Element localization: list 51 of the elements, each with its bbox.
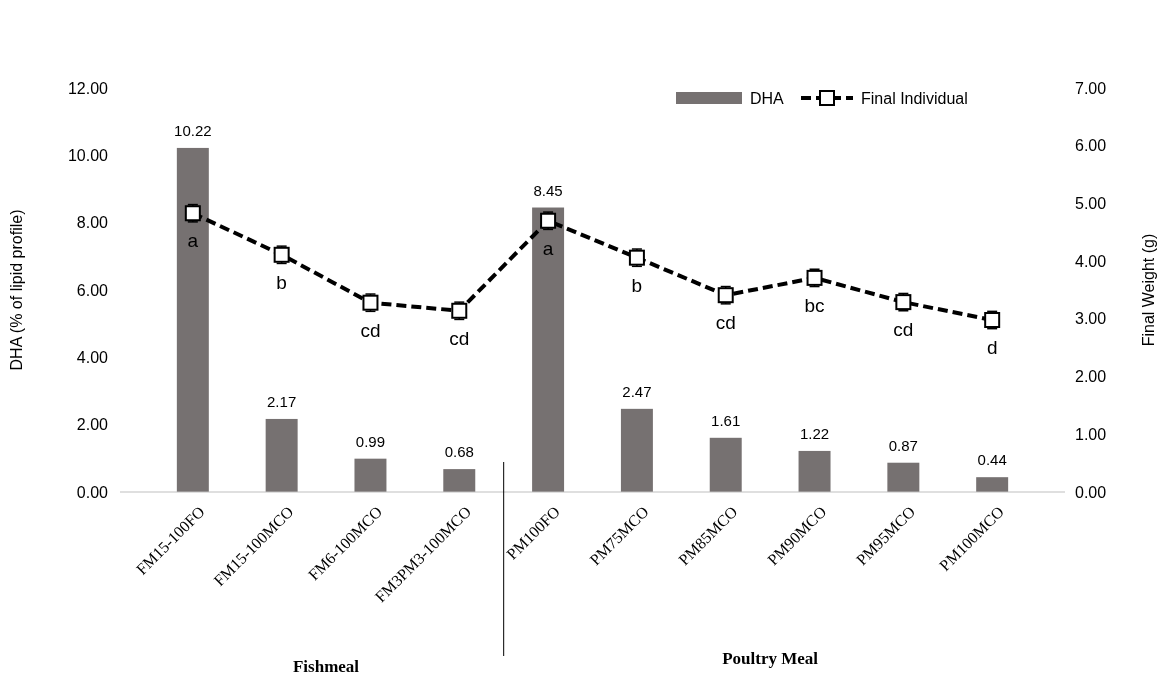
data-label: 2.17 bbox=[267, 392, 297, 410]
y-axis-title: DHA (% of lipid profile) bbox=[8, 209, 25, 371]
bar bbox=[887, 462, 920, 492]
legend-label: DHA bbox=[750, 89, 785, 107]
y2-tick-label: 2.00 bbox=[1075, 368, 1107, 386]
data-label: a bbox=[187, 230, 199, 252]
data-label: 10.22 bbox=[174, 121, 212, 139]
y2-tick-label: 0.00 bbox=[1075, 483, 1107, 501]
y-tick-label: 12.00 bbox=[67, 79, 109, 97]
data-label: 0.87 bbox=[888, 436, 918, 454]
text: Poultry Meal bbox=[722, 649, 819, 668]
data-label: bc bbox=[804, 294, 825, 316]
bar bbox=[709, 437, 742, 492]
data-label: cd bbox=[360, 319, 381, 341]
y-tick-label: 8.00 bbox=[76, 214, 109, 232]
bar bbox=[798, 450, 831, 492]
bar bbox=[443, 469, 476, 492]
bar bbox=[532, 207, 565, 492]
y-tick-label: 10.00 bbox=[67, 146, 109, 164]
legend-label: Final Individual bbox=[861, 89, 968, 107]
data-label: 2.47 bbox=[622, 382, 652, 400]
data-label: 0.99 bbox=[355, 432, 386, 450]
y2-tick-label: 3.00 bbox=[1075, 310, 1107, 328]
y-tick-label: 2.00 bbox=[76, 416, 109, 434]
bar bbox=[620, 408, 653, 492]
y2-tick-label: 4.00 bbox=[1075, 252, 1107, 270]
data-label: cd bbox=[893, 319, 914, 341]
data-label: d bbox=[986, 337, 998, 359]
bar bbox=[354, 458, 387, 492]
text: Fishmeal bbox=[293, 657, 360, 676]
y2-axis-title: Final Weight (g) bbox=[1140, 233, 1157, 347]
y2-tick-label: 1.00 bbox=[1075, 425, 1107, 443]
y-tick-label: 4.00 bbox=[76, 348, 109, 366]
data-label: 0.44 bbox=[977, 451, 1007, 469]
data-label: cd bbox=[715, 312, 736, 334]
data-label: 1.22 bbox=[799, 424, 830, 442]
y-tick-label: 6.00 bbox=[76, 281, 109, 299]
data-label: 0.68 bbox=[444, 443, 474, 461]
data-label: b bbox=[276, 271, 287, 293]
data-label: cd bbox=[449, 327, 470, 349]
y2-tick-label: 7.00 bbox=[1075, 79, 1107, 97]
bar bbox=[976, 477, 1009, 492]
data-label: 8.45 bbox=[533, 181, 563, 199]
data-label: b bbox=[631, 274, 643, 296]
data-label: 1.61 bbox=[711, 411, 741, 429]
bar bbox=[176, 147, 209, 492]
y-tick-label: 0.00 bbox=[76, 483, 109, 501]
data-label: a bbox=[542, 237, 554, 259]
y2-tick-label: 6.00 bbox=[1075, 137, 1107, 155]
bar bbox=[265, 418, 298, 492]
y2-tick-label: 5.00 bbox=[1075, 195, 1107, 213]
